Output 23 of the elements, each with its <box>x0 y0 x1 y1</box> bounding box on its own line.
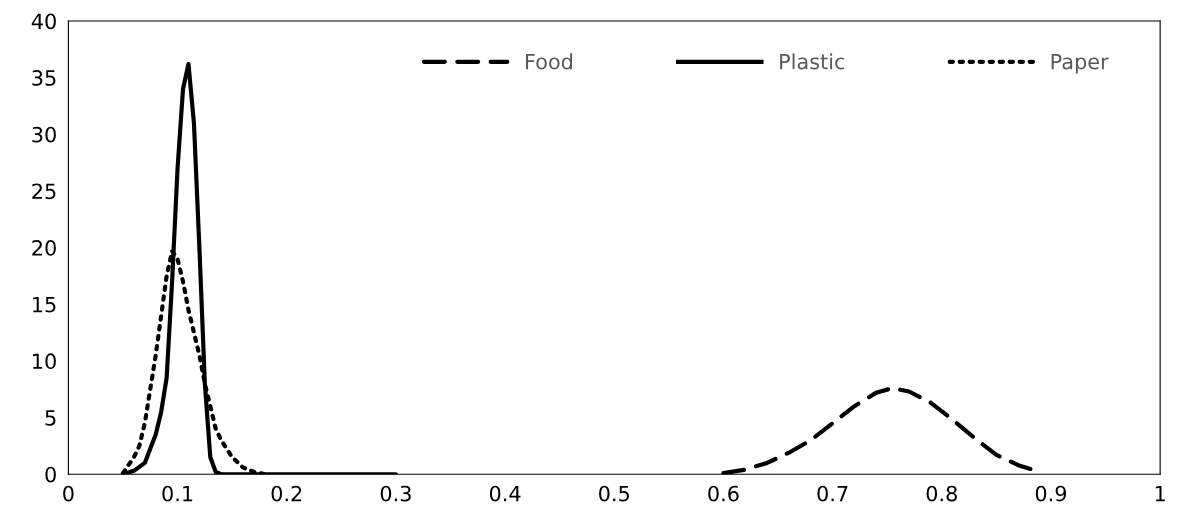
x-tick-label: 0.2 <box>271 485 302 502</box>
x-tick-label: 0.8 <box>926 485 957 502</box>
x-tick-label: 0.5 <box>599 485 630 502</box>
legend-label: Plastic <box>780 53 845 70</box>
y-tick-label: 15 <box>33 296 56 313</box>
x-tick-label: 0.3 <box>380 485 411 502</box>
y-tick-label: 20 <box>32 240 56 256</box>
y-tick-label: 30 <box>32 126 56 143</box>
x-tick-label: 1 <box>1155 485 1165 502</box>
x-tick-label: 0.1 <box>162 485 193 502</box>
y-tick-label: 40 <box>31 13 56 30</box>
y-tick-label: 5 <box>45 410 56 426</box>
y-tick-label: 10 <box>33 353 56 370</box>
y-tick-label: 25 <box>32 183 56 200</box>
y-tick-label: 35 <box>32 70 56 86</box>
x-tick-label: 0 <box>63 485 74 502</box>
legend-label: Paper <box>1051 53 1109 74</box>
legend-label: Food <box>526 53 573 70</box>
x-tick-label: 0.4 <box>489 485 521 502</box>
y-tick-label: 0 <box>45 466 56 483</box>
x-tick-label: 0.9 <box>1035 485 1067 502</box>
x-tick-label: 0.6 <box>708 485 739 502</box>
x-tick-label: 0.7 <box>817 485 848 502</box>
